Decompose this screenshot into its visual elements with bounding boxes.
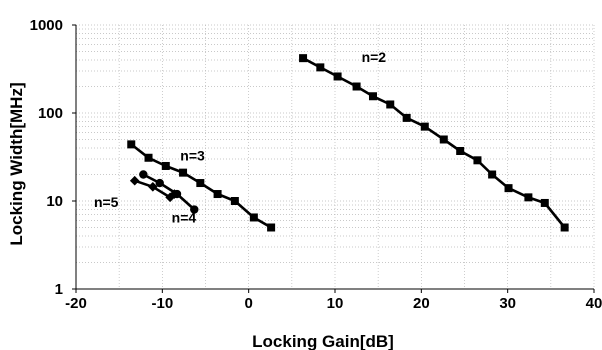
axes: -20 -10 0 10 20 30 40 1 10 100 1000 <box>30 17 602 312</box>
series <box>127 54 569 232</box>
data-point-square <box>386 100 395 109</box>
data-point-square <box>504 184 513 193</box>
x-tick-label: -10 <box>151 295 173 312</box>
y-axis-title: Locking Width[MHz] <box>7 82 26 245</box>
data-point-square <box>473 156 482 165</box>
x-tick-label: 40 <box>586 295 602 312</box>
data-point-diamond <box>169 189 180 199</box>
data-point-square <box>196 179 205 188</box>
x-tick-label: 20 <box>413 295 430 312</box>
data-point-circle <box>139 170 148 179</box>
data-point-square <box>127 140 136 149</box>
data-point-square <box>488 170 497 179</box>
data-point-square <box>368 92 377 101</box>
series-label: n=5 <box>94 194 119 210</box>
x-tick-label: -20 <box>65 295 87 312</box>
grid <box>75 24 595 290</box>
data-point-square <box>161 161 170 170</box>
data-point-diamond <box>148 181 158 192</box>
x-tick-label: 10 <box>327 295 344 312</box>
x-axis-title: Locking Gain[dB] <box>252 332 394 350</box>
labels: n=2 n=3 n=4 n=5 <box>94 49 386 226</box>
data-point-square <box>420 122 429 131</box>
data-point-square <box>144 153 153 162</box>
data-point-square <box>456 146 465 155</box>
data-point-square <box>299 54 308 63</box>
data-point-square <box>540 198 549 207</box>
data-point-square <box>267 223 276 232</box>
data-point-square <box>230 197 239 205</box>
data-point-square <box>316 63 325 72</box>
data-point-square <box>560 223 569 232</box>
x-tick-label: 0 <box>244 295 252 312</box>
series-line <box>302 57 566 229</box>
data-point-square <box>352 82 361 91</box>
x-tick-label: 30 <box>499 295 516 312</box>
series-line <box>142 173 196 211</box>
data-point-circle <box>190 205 199 214</box>
y-tick-label: 10 <box>46 193 63 210</box>
y-tick-label: 1 <box>55 281 63 298</box>
series-label: n=3 <box>180 147 205 163</box>
data-point-square <box>524 193 533 202</box>
data-point-diamond <box>129 175 140 186</box>
series-label: n=4 <box>172 209 197 225</box>
data-point-circle <box>155 178 164 188</box>
series-label: n=2 <box>362 49 387 65</box>
data-point-square <box>249 213 258 222</box>
data-point-square <box>333 72 342 81</box>
data-point-square <box>213 190 222 199</box>
data-point-square <box>439 135 448 144</box>
data-point-square <box>179 168 188 177</box>
y-tick-label: 100 <box>38 105 63 122</box>
data-point-square <box>402 113 411 122</box>
y-tick-label: 1000 <box>30 17 63 34</box>
